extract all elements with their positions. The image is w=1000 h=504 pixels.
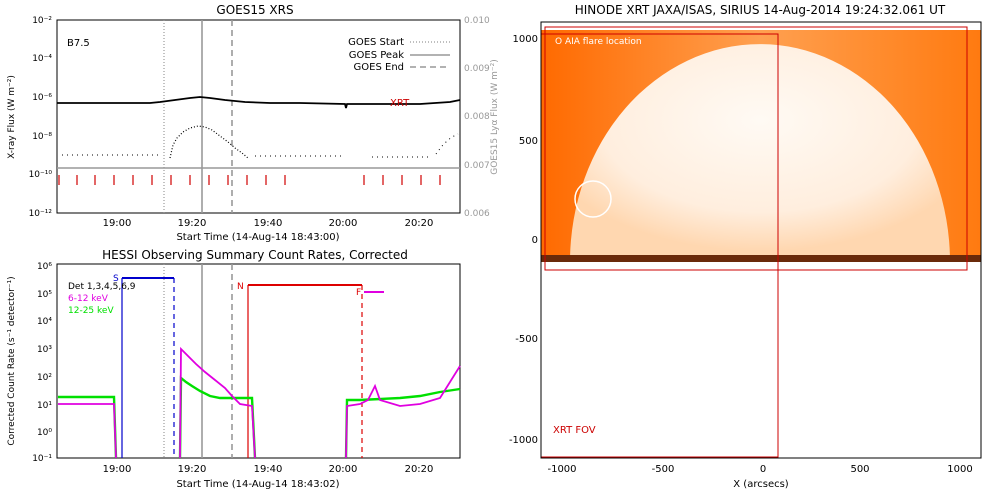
goes-xticks: 19:00 19:20 19:40 20:00 20:20 <box>103 218 434 229</box>
hessi-f-flag: F <box>356 288 361 298</box>
goes-ytick-left: 10⁻¹⁰ <box>29 170 53 180</box>
hessi-ytick: 10⁴ <box>37 317 52 327</box>
xrt-xticks: -1000 -500 0 500 1000 <box>547 464 972 475</box>
hessi-ytick: 10¹ <box>37 401 52 411</box>
hessi-xtick: 19:20 <box>178 464 207 475</box>
xrt-ytick: 500 <box>519 136 538 147</box>
goes-xtick: 20:20 <box>405 218 434 229</box>
xrt-ytick: 1000 <box>513 34 538 45</box>
xrt-yticks: 1000 500 0 -500 -1000 <box>509 34 538 446</box>
goes-ytick-right: 0.006 <box>464 209 490 219</box>
hessi-xtick: 19:00 <box>103 464 132 475</box>
goes-legend-start: GOES Start <box>348 37 404 48</box>
hessi-title: HESSI Observing Summary Count Rates, Cor… <box>102 248 408 262</box>
hessi-xlabel: Start Time (14-Aug-14 18:43:02) <box>176 479 339 490</box>
goes-legend-peak: GOES Peak <box>349 50 404 61</box>
hessi-legend-high: 12-25 keV <box>68 306 114 316</box>
goes-xtick: 20:00 <box>329 218 358 229</box>
xrt-frame <box>540 21 982 459</box>
hessi-ytick: 10³ <box>37 345 52 355</box>
goes-short-curve <box>169 125 249 159</box>
goes-ytick-left: 10⁻⁸ <box>32 132 52 142</box>
goes-xrt-label: XRT <box>390 98 410 109</box>
hessi-frame <box>56 263 461 459</box>
goes-red-ticks <box>58 175 441 185</box>
xrt-ytick: 0 <box>532 235 538 246</box>
goes-class-label: B7.5 <box>67 38 90 49</box>
goes-xtick: 19:40 <box>254 218 283 229</box>
xrt-panel: HINODE XRT JAXA/ISAS, SIRIUS 14-Aug-2014… <box>509 3 982 490</box>
xrt-xtick: -1000 <box>547 464 576 475</box>
goes-ytick-left: 10⁻² <box>32 16 52 26</box>
goes-short-baseline <box>62 133 459 158</box>
xrt-sun-disk <box>570 44 950 262</box>
goes-frame <box>56 19 461 214</box>
goes-ytick-left: 10⁻¹² <box>29 209 53 219</box>
hessi-ytick: 10⁻¹ <box>32 454 52 464</box>
goes-legend: GOES Start GOES Peak GOES End <box>348 37 450 73</box>
goes-legend-end: GOES End <box>354 62 404 73</box>
goes-ytick-right: 0.008 <box>464 112 490 122</box>
hessi-ytick: 10⁶ <box>37 262 52 272</box>
hessi-n-flag: N <box>237 282 244 292</box>
goes-ylabel-left: X-ray Flux (W m⁻²) <box>7 75 17 159</box>
goes-ytick-right: 0.010 <box>464 16 490 26</box>
xrt-aia-label: O AIA flare location <box>555 37 642 47</box>
xrt-xtick: 0 <box>760 464 766 475</box>
goes-ytick-right: 0.007 <box>464 161 490 171</box>
goes-xtick: 19:00 <box>103 218 132 229</box>
hessi-legend-det: Det 1,3,4,5,6,9 <box>68 282 136 292</box>
hessi-xtick: 19:40 <box>254 464 283 475</box>
goes-yticks-right: 0.010 0.009 0.008 0.007 0.006 <box>464 16 490 219</box>
hessi-xtick: 20:20 <box>405 464 434 475</box>
xrt-image-box <box>544 26 968 271</box>
xrt-bottom-band <box>541 255 981 262</box>
hessi-yticks: 10⁶ 10⁵ 10⁴ 10³ 10² 10¹ 10⁰ 10⁻¹ <box>32 262 52 464</box>
goes-ytick-left: 10⁻⁶ <box>32 93 52 103</box>
hessi-ytick: 10⁵ <box>37 290 52 300</box>
xrt-fov-label: XRT FOV <box>553 425 596 436</box>
hessi-legend-low: 6-12 keV <box>68 294 109 304</box>
hessi-panel: HESSI Observing Summary Count Rates, Cor… <box>7 248 461 490</box>
xrt-aia-circle <box>574 180 612 218</box>
xrt-ytick: -1000 <box>509 435 538 446</box>
xrt-title: HINODE XRT JAXA/ISAS, SIRIUS 14-Aug-2014… <box>575 3 946 17</box>
goes-xlabel: Start Time (14-Aug-14 18:43:00) <box>176 232 339 243</box>
hessi-ylabel: Corrected Count Rate (s⁻¹ detector⁻¹) <box>7 276 17 445</box>
goes-long-curve <box>57 96 461 109</box>
goes-ytick-left: 10⁻⁴ <box>32 54 52 64</box>
hessi-xticks: 19:00 19:20 19:40 20:00 20:20 <box>103 464 434 475</box>
hessi-ytick: 10² <box>37 373 52 383</box>
goes-ylabel-right: GOES15 Lyα Flux (W m⁻²) <box>490 59 500 175</box>
hessi-ytick: 10⁰ <box>37 428 52 438</box>
goes-title: GOES15 XRS <box>216 3 293 17</box>
goes-xtick: 19:20 <box>178 218 207 229</box>
hessi-xtick: 20:00 <box>329 464 358 475</box>
goes-ytick-right: 0.009 <box>464 64 490 74</box>
hessi-s-flag: S <box>113 274 119 284</box>
hessi-high-curve <box>58 375 461 459</box>
hessi-low-curve <box>58 346 461 459</box>
goes-panel: GOES15 XRS B7.5 XRT GOES Start <box>7 3 500 243</box>
xrt-ytick: -500 <box>515 334 538 345</box>
xrt-xtick: 500 <box>850 464 869 475</box>
xrt-xtick: -500 <box>652 464 675 475</box>
xrt-xtick: 1000 <box>947 464 972 475</box>
xrt-xlabel: X (arcsecs) <box>733 479 789 490</box>
goes-yticks-left: 10⁻² 10⁻⁴ 10⁻⁶ 10⁻⁸ 10⁻¹⁰ 10⁻¹² <box>29 16 53 219</box>
xrt-image <box>541 30 981 262</box>
